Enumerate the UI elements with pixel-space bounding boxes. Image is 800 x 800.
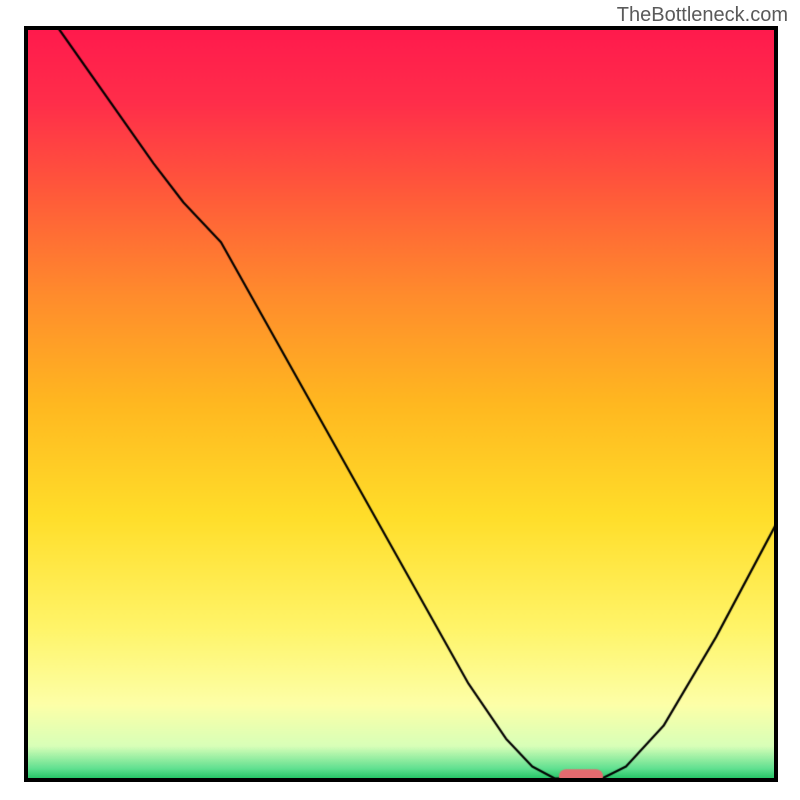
watermark-text: TheBottleneck.com bbox=[617, 4, 788, 27]
plot-frame bbox=[24, 26, 778, 782]
